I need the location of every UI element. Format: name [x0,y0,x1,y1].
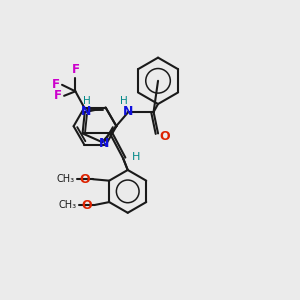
Text: F: F [52,78,60,91]
Text: CH₃: CH₃ [58,200,76,210]
Text: F: F [54,89,62,102]
Text: H: H [132,152,140,162]
Text: O: O [160,130,170,143]
Text: H: H [120,96,128,106]
Text: CH₃: CH₃ [57,174,75,184]
Text: N: N [98,136,109,149]
Text: O: O [81,199,92,212]
Text: O: O [80,173,91,186]
Text: N: N [81,105,92,118]
Text: F: F [71,63,80,76]
Text: H: H [83,96,91,106]
Text: N: N [123,105,134,118]
